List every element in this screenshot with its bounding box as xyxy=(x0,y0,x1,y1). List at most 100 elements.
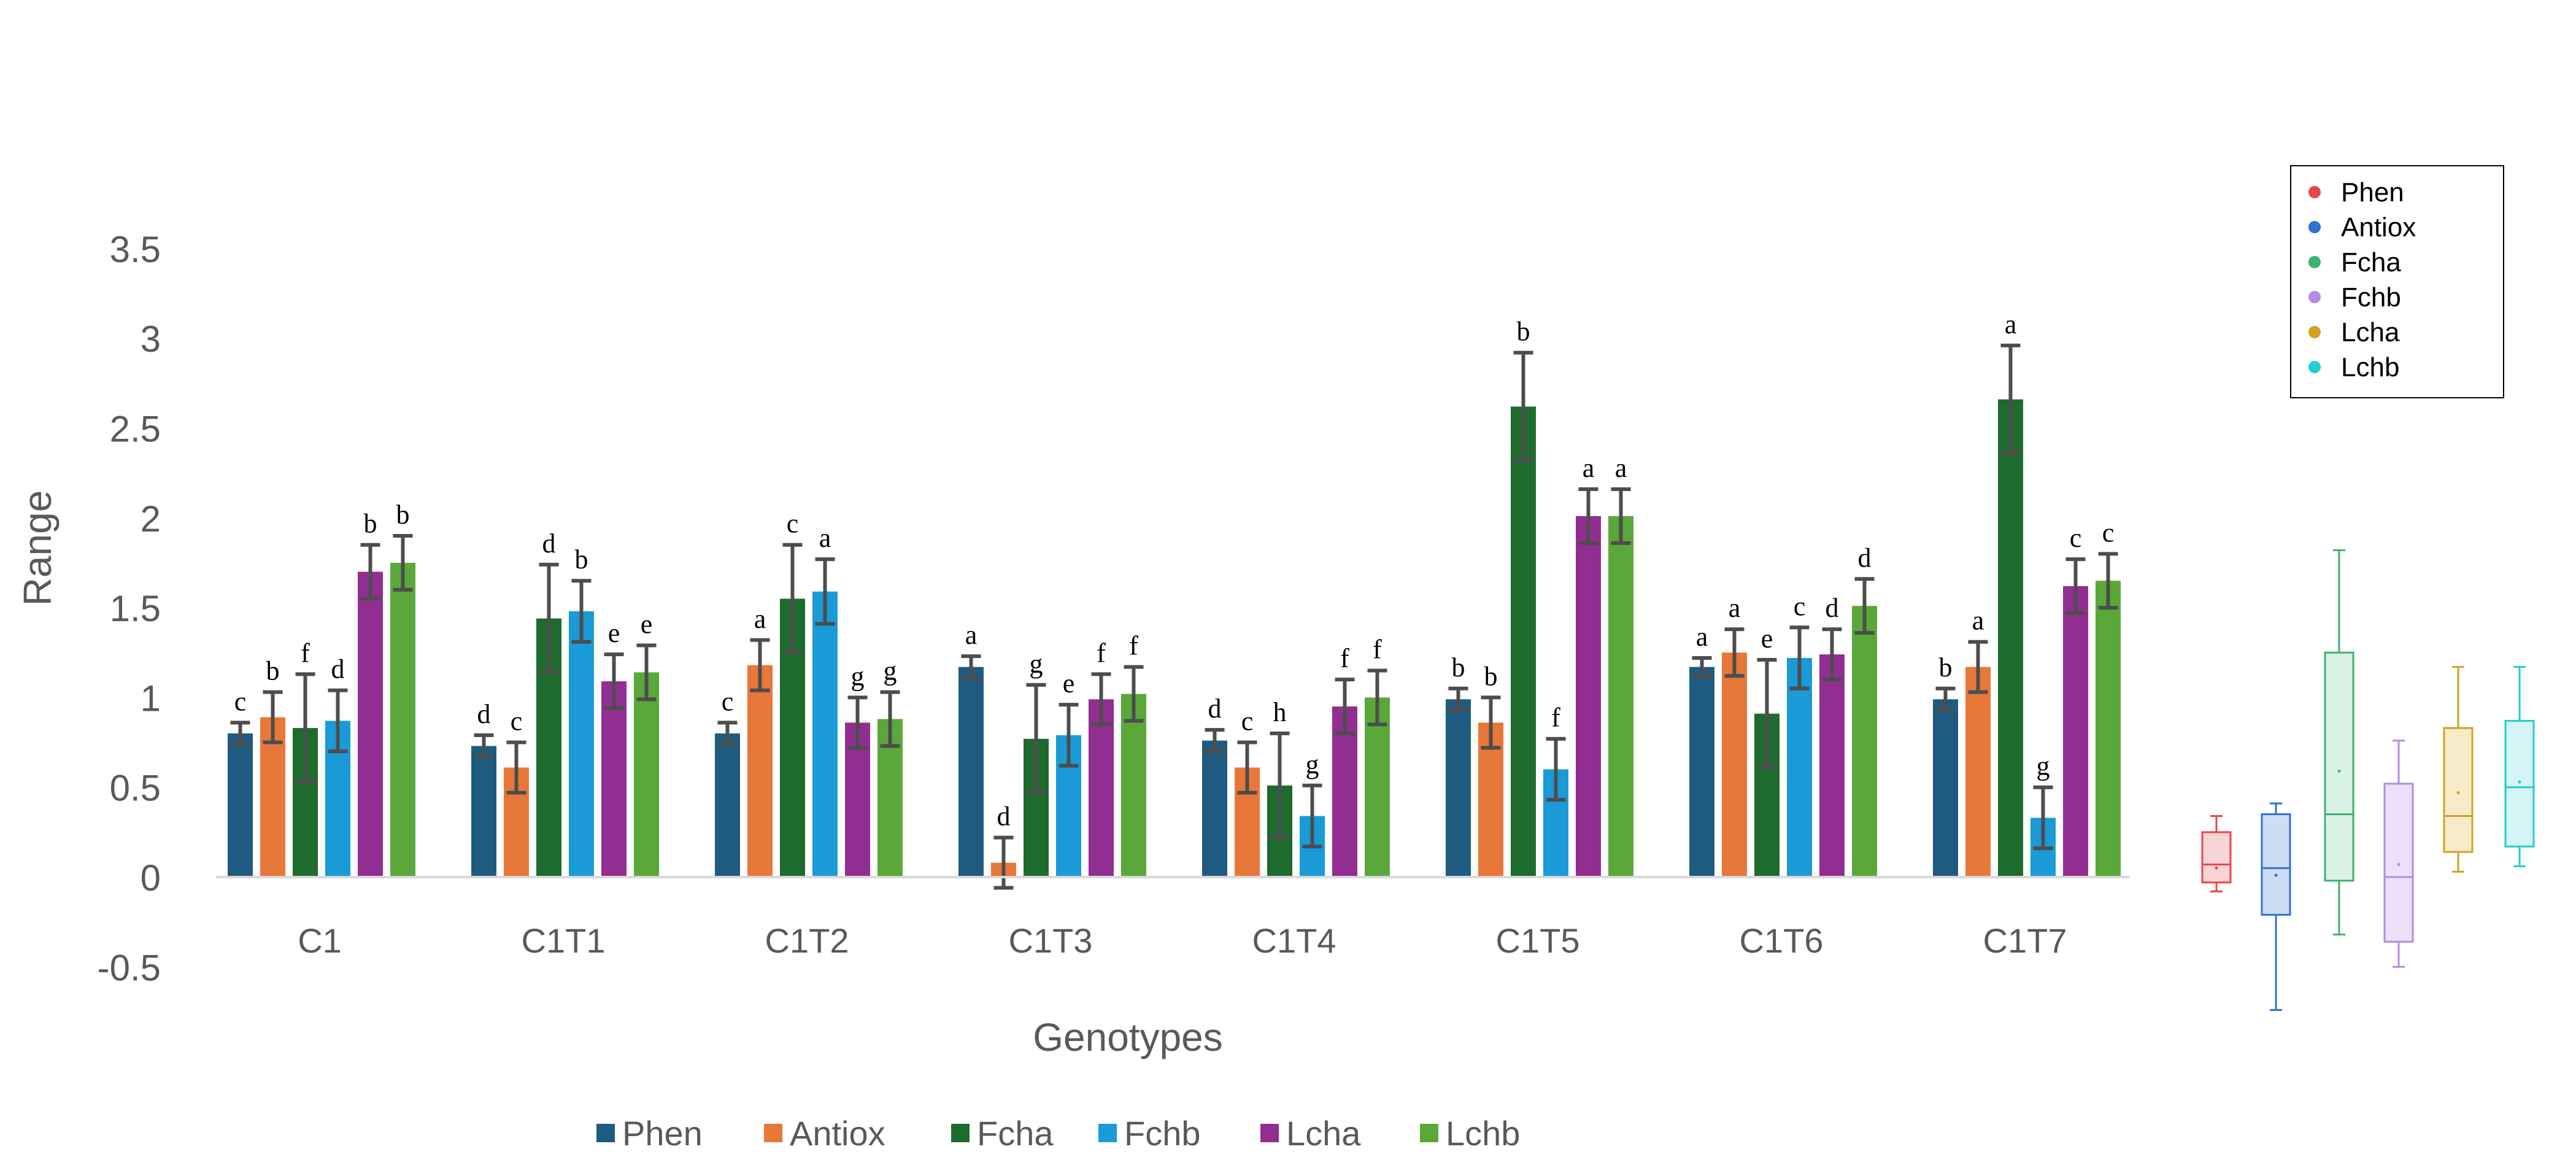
significance-letter: d xyxy=(1858,543,1872,573)
box-plot xyxy=(2201,549,2535,1011)
significance-letter: g xyxy=(2037,751,2050,781)
significance-letter: e xyxy=(641,609,653,640)
box-legend-entry: Antiox xyxy=(2308,212,2416,242)
bar xyxy=(812,591,838,877)
significance-letter: d xyxy=(1208,694,1222,724)
significance-letter: b xyxy=(1517,317,1530,347)
box-mean xyxy=(2337,769,2341,773)
box-iqr xyxy=(2324,651,2354,882)
bar-legend: Phen Antiox Fcha Fchb Lcha Lchb xyxy=(596,1114,1520,1153)
bar xyxy=(1511,406,1536,877)
legend-entry: Fcha xyxy=(951,1114,1054,1153)
significance-letter: c xyxy=(1241,706,1254,737)
box-mean xyxy=(2518,780,2521,784)
box-legend-entry: Fchb xyxy=(2308,282,2401,312)
box-iqr xyxy=(2261,813,2291,916)
bar xyxy=(390,562,415,877)
y-tick-label: 1 xyxy=(141,678,161,719)
significance-letter: c xyxy=(787,509,799,539)
significance-letter: g xyxy=(1030,649,1043,679)
significance-letter: f xyxy=(1129,631,1138,661)
significance-letter: d xyxy=(997,802,1011,832)
significance-letter: c xyxy=(511,706,523,737)
bar xyxy=(1089,699,1114,877)
significance-letter: c xyxy=(2102,517,2115,547)
significance-letter: b xyxy=(1484,661,1498,691)
significance-letter: a xyxy=(1583,453,1595,483)
box-legend-entry: Phen xyxy=(2308,177,2404,207)
legend-label: Fcha xyxy=(977,1114,1054,1153)
bar xyxy=(358,571,383,877)
significance-letter: c xyxy=(722,686,734,716)
bar xyxy=(958,667,984,877)
legend-entry: Fchb xyxy=(1098,1114,1201,1153)
significance-letter: d xyxy=(1826,593,1839,623)
bar xyxy=(1576,516,1601,877)
box-legend-entry: Fcha xyxy=(2308,247,2401,277)
bar xyxy=(2096,581,2121,877)
legend-label: Fchb xyxy=(2341,282,2401,312)
legend-swatch xyxy=(1098,1124,1117,1142)
y-axis-title: Range xyxy=(15,490,60,606)
box-mean xyxy=(2397,863,2401,867)
legend-swatch xyxy=(1420,1124,1438,1142)
y-tick-label: 2 xyxy=(141,498,161,540)
box-iqr xyxy=(2383,783,2414,943)
legend-marker xyxy=(2308,361,2321,373)
significance-letter: b xyxy=(1452,652,1465,683)
significance-letter: f xyxy=(1097,638,1106,668)
box xyxy=(2324,549,2354,936)
significance-letter: b xyxy=(1939,652,1953,683)
legend-swatch xyxy=(764,1124,782,1142)
bar-group: cac ag g xyxy=(715,509,903,877)
legend-entry: Lchb xyxy=(1420,1114,1520,1153)
significance-letter: c xyxy=(2070,523,2082,553)
bar xyxy=(1446,699,1471,877)
box xyxy=(2261,802,2291,1011)
bar xyxy=(471,746,496,877)
box-iqr xyxy=(2504,719,2535,848)
bar xyxy=(1787,658,1812,877)
bar xyxy=(228,733,253,877)
x-tick-label: C1 xyxy=(298,921,342,960)
significance-letter: a xyxy=(754,604,766,634)
box-iqr xyxy=(2443,727,2474,853)
y-tick-label: 0 xyxy=(141,857,161,899)
legend-marker xyxy=(2308,256,2321,268)
bar xyxy=(601,681,627,877)
significance-letter: b xyxy=(396,500,410,530)
legend-swatch xyxy=(596,1124,615,1142)
significance-letter: c xyxy=(1794,591,1806,621)
y-axis-ticks: 3.5 3 2.5 2 1.5 1 0.5 0 -0.5 xyxy=(98,229,161,988)
legend-marker xyxy=(2308,221,2321,233)
bar xyxy=(2063,586,2088,877)
x-tick-label: C1T7 xyxy=(1983,921,2067,960)
legend-label: Lcha xyxy=(2341,317,2400,347)
bar xyxy=(1819,654,1845,877)
x-tick-label: C1T6 xyxy=(1740,921,1824,960)
bar xyxy=(1202,740,1227,877)
legend-label: Lcha xyxy=(1286,1114,1361,1153)
box xyxy=(2201,815,2232,892)
significance-letter: f xyxy=(1340,643,1349,673)
legend-swatch xyxy=(1260,1124,1279,1142)
box-mean xyxy=(2215,866,2218,870)
significance-letter: a xyxy=(819,523,831,553)
legend-swatch xyxy=(951,1124,970,1142)
bar xyxy=(747,665,773,877)
legend-label: Lchb xyxy=(1446,1114,1520,1153)
legend-marker xyxy=(2308,291,2321,303)
x-tick-label: C1T5 xyxy=(1496,921,1580,960)
significance-letter: a xyxy=(1729,593,1741,623)
significance-letter: d xyxy=(477,699,491,729)
significance-letter: a xyxy=(965,620,978,650)
bar xyxy=(1965,667,1991,877)
bar xyxy=(715,733,740,877)
legend-label: Fcha xyxy=(2341,247,2401,277)
legend-entry: Lcha xyxy=(1260,1114,1361,1153)
box-legend: Phen Antiox Fcha Fchb Lcha Lchb xyxy=(2290,165,2504,398)
significance-letter: b xyxy=(364,509,377,539)
